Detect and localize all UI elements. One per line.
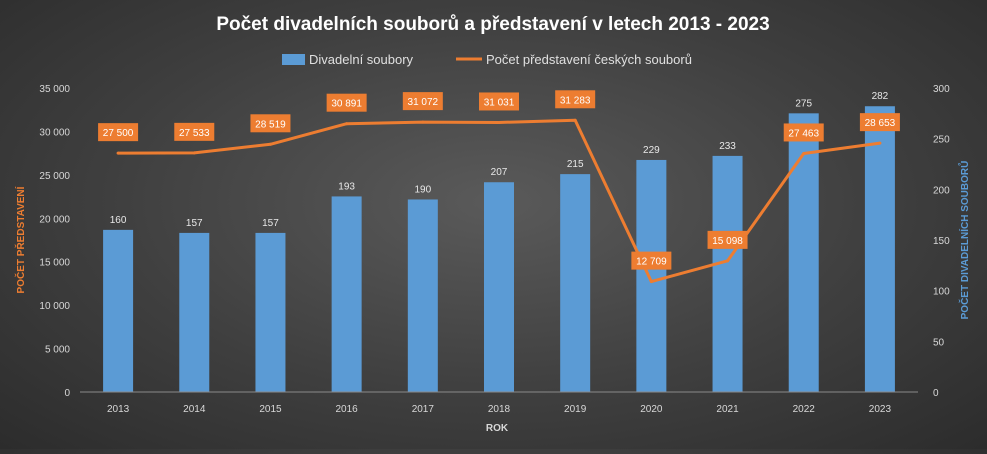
line-point	[497, 120, 501, 124]
bar-data-label: 233	[719, 141, 736, 152]
bar-data-label: 157	[262, 218, 279, 229]
bar-data-label: 207	[491, 167, 508, 178]
x-axis-tick-label: 2016	[336, 404, 359, 415]
bar	[407, 199, 438, 392]
legend-bar-label: Divadelní soubory	[309, 52, 414, 67]
line-point	[421, 120, 425, 124]
right-axis-title: POČET DIVADELNÍCH SOUBORŮ	[957, 161, 971, 320]
bar	[788, 113, 819, 392]
x-axis-tick-label: 2018	[488, 404, 511, 415]
bar-data-label: 193	[338, 181, 355, 192]
left-axis-tick-label: 30 000	[39, 127, 70, 138]
x-axis-tick-label: 2017	[412, 404, 435, 415]
x-axis-tick-label: 2021	[716, 404, 739, 415]
legend: Divadelní soubory Počet představení česk…	[282, 52, 692, 67]
bar-data-label: 229	[643, 145, 660, 156]
x-axis-title: ROK	[486, 423, 509, 434]
line-data-label-box	[250, 114, 291, 133]
line-series	[116, 118, 882, 284]
right-axis-tick-label: 300	[933, 84, 950, 95]
x-axis-tick-label: 2015	[259, 404, 282, 415]
bar	[484, 182, 514, 392]
line-data-label-box	[402, 92, 443, 111]
left-axis-tick-label: 5 000	[45, 345, 70, 356]
line-data-label: 27 533	[179, 128, 210, 139]
bar-data-label: 215	[567, 159, 584, 170]
bar	[103, 229, 134, 392]
line-point	[726, 259, 730, 263]
right-axis-tick-label: 100	[933, 287, 950, 298]
line-data-label-box	[98, 123, 139, 142]
line-data-label-box	[326, 93, 367, 112]
line-point	[116, 151, 120, 155]
legend-bar-swatch	[282, 54, 305, 65]
line-data-label-box	[631, 251, 672, 270]
right-axis-tick-label: 200	[933, 185, 950, 196]
line-data-label: 15 098	[712, 236, 743, 247]
legend-line-label: Počet představení českých souborů	[486, 52, 692, 67]
x-axis-tick-label: 2013	[107, 404, 130, 415]
bar	[255, 232, 286, 392]
left-axis-tick-label: 20 000	[39, 214, 70, 225]
line-point	[268, 142, 272, 146]
line-data-label: 27 500	[103, 128, 134, 139]
bar-labels: 160 157 157 193 190 207 215 229 233 275 282	[110, 91, 889, 229]
x-axis-tick-label: 2019	[564, 404, 587, 415]
line-data-label: 28 519	[255, 119, 286, 130]
left-axis: 0 5 000 10 000 15 000 20 000 25 000 30 000 35 0…	[39, 84, 70, 399]
right-axis-tick-label: 0	[933, 388, 939, 399]
line-point	[878, 141, 882, 145]
line-data-label-box	[707, 230, 748, 249]
bar	[331, 196, 362, 392]
x-axis: 2013 2014 2015 2016 2017 2018 2019 2020 2021 2022…	[80, 391, 918, 415]
left-axis-tick-label: 0	[64, 388, 70, 399]
line-data-label: 27 463	[788, 128, 819, 139]
bar-data-label: 282	[872, 91, 889, 102]
bar	[179, 232, 210, 392]
line-data-label: 28 653	[865, 118, 896, 129]
line-data-label: 31 072	[408, 97, 439, 108]
line-labels: 27 500 27 533 28 519 30 891 31 072 31 031 31 2…	[98, 90, 900, 270]
left-axis-tick-label: 25 000	[39, 171, 70, 182]
line-point	[573, 118, 577, 122]
line-point	[192, 151, 196, 155]
line-data-label: 31 283	[560, 95, 591, 106]
chart-title: Počet divadelních souborů a představení …	[216, 14, 769, 35]
line-data-label: 12 709	[636, 257, 667, 268]
line-data-label-box	[783, 123, 824, 142]
left-axis-tick-label: 10 000	[39, 301, 70, 312]
bar-series	[103, 106, 895, 393]
line-data-label-box	[859, 113, 900, 132]
bar	[864, 106, 895, 393]
bar-data-label: 160	[110, 215, 127, 226]
line-data-label: 30 891	[331, 99, 362, 110]
bar-data-label: 275	[795, 98, 812, 109]
line-data-label-box	[174, 122, 215, 141]
bar	[712, 155, 743, 392]
bar-data-label: 190	[414, 184, 431, 195]
line-point	[345, 122, 349, 126]
line-data-label-box	[479, 92, 519, 111]
line-point	[649, 280, 653, 284]
left-axis-tick-label: 35 000	[39, 84, 70, 95]
x-axis-tick-label: 2023	[869, 404, 892, 415]
right-axis-tick-label: 50	[933, 337, 945, 348]
x-axis-tick-label: 2022	[793, 404, 816, 415]
right-axis-tick-label: 150	[933, 236, 950, 247]
bar-data-label: 157	[186, 218, 203, 229]
left-axis-title: POČET PŘEDSTAVENÍ	[14, 186, 27, 293]
x-axis-tick-label: 2014	[183, 404, 206, 415]
bar	[560, 174, 591, 392]
x-axis-tick-label: 2020	[640, 404, 663, 415]
line-data-label-box	[555, 90, 596, 109]
line-data-label: 31 031	[484, 97, 515, 108]
bar	[636, 159, 667, 392]
right-axis-tick-label: 250	[933, 135, 950, 146]
left-axis-tick-label: 15 000	[39, 258, 70, 269]
line-point	[802, 151, 806, 155]
right-axis: 0 50 100 150 200 250 300	[933, 84, 950, 399]
